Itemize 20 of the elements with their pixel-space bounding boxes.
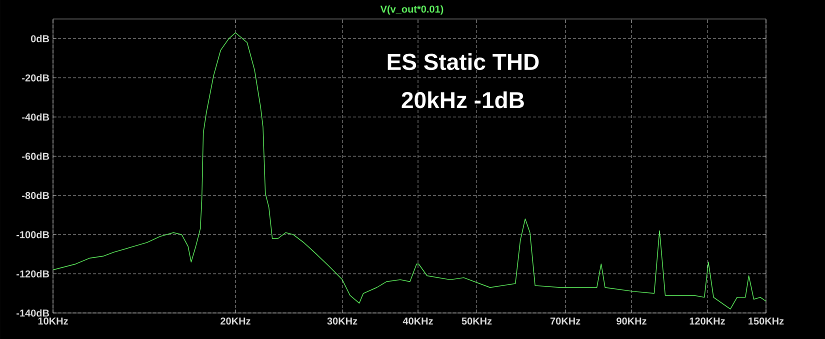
y-tick-label: -140dB <box>16 309 50 317</box>
y-tick-label: -20dB <box>22 74 50 82</box>
text: 20kHz -1dB <box>402 91 524 108</box>
x-tick-label: 90KHz <box>616 318 646 325</box>
y-tick-label: -100dB <box>16 230 50 238</box>
y-tick-label: -40dB <box>22 113 50 121</box>
x-tick-label: 20KHz <box>220 318 250 325</box>
y-tick-label: -60dB <box>22 152 50 160</box>
x-tick-label: 70KHz <box>550 318 580 325</box>
x-tick-label: 120KHz <box>690 318 725 325</box>
x-tick-label: 50KHz <box>462 318 492 325</box>
y-tick-label: 0dB <box>30 34 50 42</box>
y-tick-label: -80dB <box>22 192 50 200</box>
x-tick-label: 40KHz <box>402 318 433 325</box>
text: V(v_out*0.01) <box>380 5 444 15</box>
x-tick-label: 150KHz <box>748 318 784 325</box>
x-tick-label: 30KHz <box>327 318 358 325</box>
text: ES Static THD <box>388 53 539 70</box>
y-tick-label: -120dB <box>16 270 50 278</box>
x-tick-label: 10KHz <box>38 318 68 325</box>
